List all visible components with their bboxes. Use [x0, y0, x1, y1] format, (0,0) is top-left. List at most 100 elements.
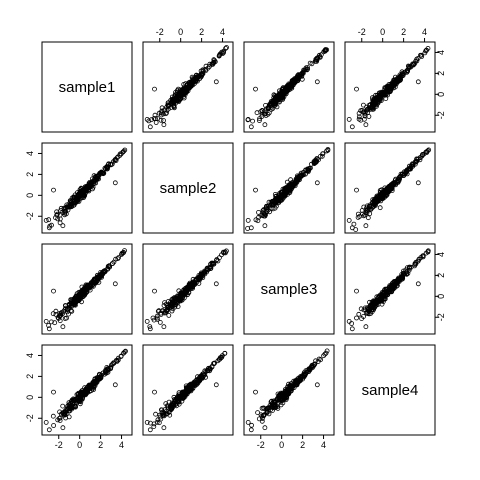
- data-point: [358, 108, 364, 114]
- data-point: [273, 194, 279, 199]
- data-point: [55, 211, 60, 217]
- data-point: [43, 318, 49, 324]
- data-point: [271, 92, 277, 98]
- data-point: [354, 187, 359, 193]
- point-cloud: [144, 45, 229, 130]
- data-point: [164, 408, 169, 414]
- data-point: [95, 375, 101, 380]
- data-point: [123, 348, 128, 354]
- data-point: [175, 304, 181, 310]
- data-point: [156, 420, 162, 426]
- data-point: [215, 258, 221, 264]
- left-axis-row2: -2 0 2 4: [25, 151, 43, 220]
- data-point: [64, 315, 69, 321]
- data-point: [354, 288, 359, 294]
- data-point: [388, 187, 394, 192]
- data-point: [305, 66, 311, 72]
- data-point: [359, 316, 365, 322]
- point-cloud: [245, 146, 331, 231]
- data-point: [245, 419, 251, 425]
- data-point: [203, 63, 209, 69]
- data-point: [87, 284, 93, 290]
- data-point: [268, 202, 274, 208]
- point-cloud: [346, 46, 431, 130]
- tick-label: 0: [279, 440, 284, 450]
- data-point: [118, 354, 124, 360]
- data-point: [419, 152, 425, 158]
- data-point: [367, 204, 373, 210]
- tick-label: 0: [436, 92, 446, 97]
- data-point: [316, 52, 322, 58]
- data-point: [413, 159, 419, 165]
- panel-frame: [243, 142, 335, 234]
- data-point: [314, 180, 320, 186]
- data-point: [210, 60, 216, 66]
- data-point: [222, 350, 228, 356]
- data-point: [72, 200, 78, 206]
- panel-frame: [41, 243, 133, 335]
- data-point: [144, 318, 150, 324]
- data-point: [43, 419, 49, 425]
- tick-label: -2: [25, 212, 35, 220]
- data-point: [363, 307, 368, 313]
- data-point: [253, 187, 258, 193]
- data-point: [105, 369, 111, 375]
- data-point: [49, 319, 54, 325]
- data-point: [224, 45, 229, 50]
- data-point: [93, 175, 99, 181]
- data-point: [90, 280, 96, 286]
- data-point: [54, 209, 59, 215]
- data-point: [283, 388, 289, 394]
- data-point: [51, 423, 56, 428]
- variable-label: sample4: [362, 382, 419, 399]
- data-point: [121, 148, 127, 154]
- data-point: [185, 82, 190, 88]
- data-point: [349, 326, 355, 332]
- data-point: [253, 86, 258, 92]
- data-point: [57, 415, 63, 421]
- data-point: [190, 383, 196, 389]
- data-point: [199, 73, 205, 79]
- data-point: [103, 369, 108, 375]
- data-point: [190, 77, 196, 83]
- data-point: [363, 207, 369, 213]
- data-point: [188, 383, 194, 389]
- data-point: [157, 412, 163, 418]
- data-point: [57, 409, 62, 415]
- data-point: [147, 324, 153, 330]
- data-point: [198, 270, 204, 276]
- data-point: [394, 178, 400, 184]
- data-point: [378, 297, 383, 303]
- data-point: [162, 300, 168, 306]
- data-point: [302, 67, 308, 73]
- data-point: [181, 88, 187, 94]
- data-point: [245, 217, 251, 223]
- tick-label: 2: [436, 273, 446, 278]
- data-point: [97, 171, 103, 176]
- data-point: [207, 368, 213, 374]
- data-point: [393, 79, 399, 85]
- data-point: [211, 57, 217, 63]
- data-point: [220, 51, 226, 56]
- data-point: [144, 419, 150, 425]
- data-point: [314, 382, 320, 388]
- data-point: [263, 203, 269, 209]
- data-point: [278, 193, 284, 199]
- data-point: [73, 404, 78, 410]
- data-point: [152, 389, 157, 395]
- panel-r2-c2: sample2: [142, 142, 234, 234]
- tick-label: 0: [25, 395, 35, 400]
- panel-r3-c1: [41, 243, 133, 335]
- data-point: [284, 389, 290, 395]
- data-point: [211, 361, 217, 366]
- data-point: [157, 319, 163, 325]
- data-point: [366, 114, 372, 119]
- tick-label: -2: [257, 440, 265, 450]
- data-point: [166, 103, 172, 109]
- data-point: [362, 111, 368, 116]
- data-point: [50, 311, 56, 317]
- data-point: [181, 391, 187, 397]
- point-cloud: [245, 47, 330, 130]
- data-point: [164, 308, 170, 314]
- data-point: [412, 161, 418, 167]
